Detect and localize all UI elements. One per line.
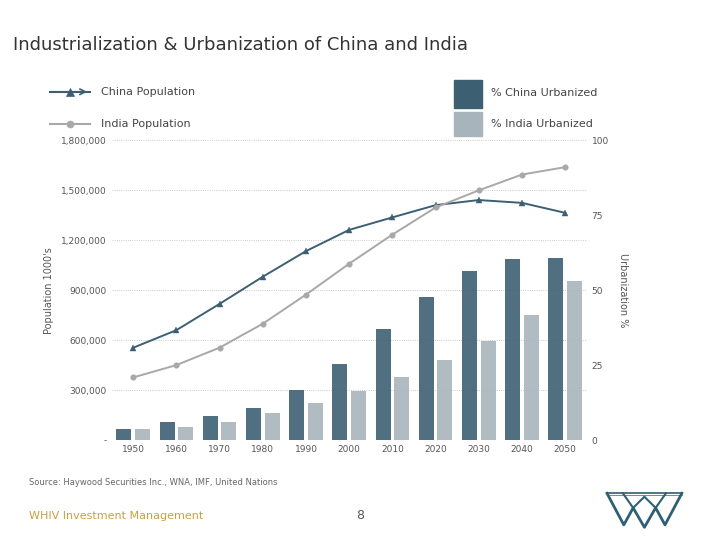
Text: % China Urbanized: % China Urbanized [491,88,598,98]
Bar [480,341,495,440]
Y-axis label: Population 1000's: Population 1000's [44,247,54,334]
Bar [437,360,452,440]
Text: India Population: India Population [101,118,190,129]
Bar [160,422,175,440]
Bar [246,408,261,440]
Y-axis label: Urbanization %: Urbanization % [618,253,629,327]
Bar [307,403,323,440]
Text: % India Urbanized: % India Urbanized [491,119,593,129]
Bar [203,416,218,440]
Bar [454,79,482,108]
Text: Source: Haywood Securities Inc., WNA, IMF, United Nations: Source: Haywood Securities Inc., WNA, IM… [29,478,277,487]
Bar [289,390,305,440]
Bar [376,329,391,440]
Bar [505,259,521,440]
Bar [567,281,582,440]
Text: China Population: China Population [101,87,195,97]
Bar [419,297,434,440]
Bar [178,427,193,440]
Bar [462,271,477,440]
Bar [117,429,132,440]
Text: WHIV Investment Management: WHIV Investment Management [29,511,203,521]
Text: Industrialization & Urbanization of China and India: Industrialization & Urbanization of Chin… [13,36,468,54]
Bar [333,364,348,440]
Text: 8: 8 [356,509,364,522]
Bar [264,413,279,440]
Bar [394,376,409,440]
Bar [135,429,150,440]
Bar [221,422,236,440]
Bar [454,112,482,136]
Bar [523,315,539,440]
Bar [351,391,366,440]
Bar [549,258,564,440]
